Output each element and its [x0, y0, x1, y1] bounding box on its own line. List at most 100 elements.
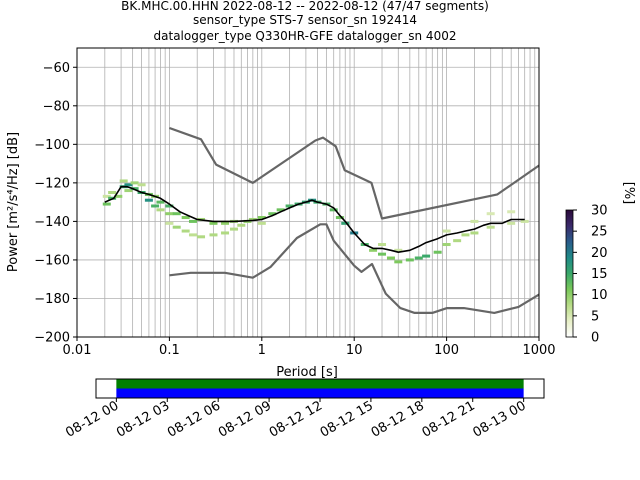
density-cell	[341, 221, 350, 225]
density-cell	[268, 212, 277, 216]
density-cell	[181, 229, 190, 233]
timeline-bar	[116, 388, 524, 398]
timeline-tick-label: 08-12 03	[114, 398, 172, 440]
density-cell	[221, 221, 230, 225]
density-cell	[144, 198, 153, 202]
density-cell	[257, 221, 266, 225]
density-cell	[369, 248, 378, 252]
density-cell	[237, 223, 246, 227]
mode-line	[104, 185, 525, 253]
density-cell	[156, 208, 165, 212]
x-tick-label: 10	[346, 343, 363, 358]
density-cell	[335, 216, 344, 220]
density-cell	[124, 183, 133, 187]
timeline-tick-label: 08-12 12	[267, 398, 325, 440]
density-cell	[188, 233, 197, 237]
density-cell	[209, 233, 218, 237]
density-cell	[124, 189, 133, 193]
density-cell	[486, 212, 495, 216]
density-cell	[405, 258, 414, 262]
density-cell	[486, 225, 495, 229]
density-cell	[507, 221, 516, 225]
density-cell	[165, 221, 174, 225]
density-cell	[470, 219, 479, 223]
density-cell	[156, 200, 165, 204]
colorbar-tick-label: 15	[591, 267, 608, 282]
density-cell	[453, 239, 462, 243]
density-cell	[422, 254, 431, 258]
y-tick-label: −60	[43, 61, 70, 76]
y-tick-label: −140	[34, 215, 70, 230]
chart-title-line-3: datalogger_type Q330HR-GFE datalogger_sn…	[154, 29, 457, 43]
density-cell	[470, 231, 479, 235]
plot-frame	[76, 47, 540, 338]
colorbar-label: [%]	[621, 182, 636, 205]
density-cell	[172, 225, 181, 229]
density-cell	[386, 256, 395, 260]
timeline-tick-label: 08-12 15	[318, 398, 376, 440]
colorbar-tick-label: 25	[591, 225, 608, 240]
density-cell	[181, 216, 190, 220]
colorbar-tick-label: 5	[591, 309, 599, 324]
chart-title-line-2: sensor_type STS-7 sensor_sn 192414	[193, 13, 417, 27]
timeline-tick-label: 08-12 18	[369, 398, 427, 440]
ppsd-plot-area: 0.01 0.1 1 10 100 1000 −200 −180 −160 −140 −120 −10…	[34, 47, 556, 358]
density-cell	[394, 260, 403, 264]
x-tick-label: 100	[434, 343, 459, 358]
density-cell	[137, 183, 146, 187]
density-cell	[119, 179, 128, 183]
grid-lines	[76, 48, 539, 338]
timeline-tick-label: 08-12 00	[63, 398, 121, 440]
density-cell	[209, 221, 218, 225]
density-cell	[114, 194, 123, 198]
timeline-bar	[116, 379, 524, 389]
y-tick-label: −80	[43, 99, 70, 114]
x-tick-label: 0.01	[63, 343, 92, 358]
density-cell	[378, 243, 387, 247]
density-cell	[394, 248, 403, 252]
density-cell	[221, 231, 230, 235]
density-cell	[130, 181, 139, 185]
density-cell	[151, 204, 160, 208]
x-tick-label: 1000	[522, 343, 555, 358]
x-tick-label: 0.1	[159, 343, 180, 358]
colorbar: 0 5 10 15 20 25 30	[565, 204, 608, 346]
density-cell	[188, 219, 197, 223]
y-tick-label: −180	[34, 292, 70, 307]
density-cell	[197, 235, 206, 239]
density-cell	[378, 252, 387, 256]
density-cell	[172, 212, 181, 216]
y-tick-label: −100	[34, 138, 70, 153]
density-cell	[285, 204, 294, 208]
y-tick-label: −200	[34, 331, 70, 346]
x-tick-label: 1	[258, 343, 266, 358]
density-cell	[414, 256, 423, 260]
colorbar-tick-label: 0	[591, 331, 599, 346]
y-axis-label: Power [m²/s⁴/Hz] [dB]	[6, 132, 21, 272]
density-cell	[229, 227, 238, 231]
density-cell	[442, 243, 451, 247]
density-cell	[257, 216, 266, 220]
x-axis-label: Period [s]	[276, 365, 338, 380]
y-tick-label: −120	[34, 176, 70, 191]
y-tick-label: −160	[34, 253, 70, 268]
colorbar-tick-label: 30	[591, 204, 608, 219]
density-cell	[102, 194, 111, 198]
density-cell	[461, 233, 470, 237]
density-cell	[329, 208, 338, 212]
density-cell	[165, 212, 174, 216]
density-cell	[102, 202, 111, 206]
noise-model-high-line	[169, 126, 540, 220]
timeline-tick-label: 08-12 09	[216, 398, 274, 440]
density-cell	[108, 191, 117, 194]
timeline-tick-label: 08-12 21	[420, 398, 478, 440]
colorbar-gradient	[565, 209, 574, 338]
density-cell	[248, 217, 257, 221]
colorbar-tick-label: 20	[591, 246, 608, 261]
density-cell	[433, 250, 442, 254]
density-cell	[165, 204, 174, 208]
density-cell	[507, 210, 516, 214]
density-cell	[520, 219, 529, 223]
